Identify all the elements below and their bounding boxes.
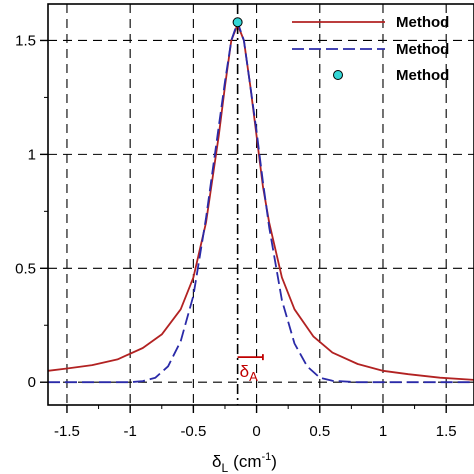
y-tick-label: 0: [28, 374, 36, 391]
annotation-subscript: A: [249, 369, 258, 384]
x-axis-unit: (cm: [233, 452, 261, 471]
annotation-group: δA: [237, 354, 264, 384]
x-tick-label: 0.5: [309, 423, 330, 440]
legend: Method Method Method: [292, 14, 449, 84]
x-tick-label: -1: [123, 423, 136, 440]
series-1-line: [48, 21, 474, 384]
series-group: [47, 17, 474, 384]
y-tick-label: 0.5: [15, 260, 36, 277]
y-tick-label: 1: [28, 146, 36, 163]
series-2-point: [232, 17, 243, 28]
legend-label-1: Method: [396, 41, 449, 58]
x-axis-symbol: δ: [212, 452, 221, 471]
x-axis-title: δL (cm-1): [212, 451, 277, 474]
x-axis-subscript: L: [221, 461, 228, 474]
annotation-delta-a: δA: [240, 362, 258, 384]
grid: [48, 4, 474, 405]
x-tick-label: 1: [379, 423, 387, 440]
legend-label-2: Method: [396, 67, 449, 84]
y-tick-label: 1.5: [15, 32, 36, 49]
plot-frame: [47, 3, 474, 406]
x-axis-label: δL (cm-1): [212, 451, 277, 474]
x-tick-label: 0: [252, 423, 260, 440]
legend-label-0: Method: [396, 14, 449, 31]
x-tick-label: 1.5: [436, 423, 457, 440]
x-axis-unit-superscript: -1: [261, 451, 271, 463]
annotation-symbol: δ: [240, 362, 249, 381]
x-tick-label: -1.5: [54, 423, 80, 440]
ticks: -1.5 -1 -0.5 0 0.5 1 1.5 0 0.5 1 1.5: [15, 32, 456, 440]
x-tick-label: -0.5: [180, 423, 206, 440]
x-axis-unit-close: ): [271, 452, 277, 471]
legend-marker-2: [333, 70, 343, 80]
